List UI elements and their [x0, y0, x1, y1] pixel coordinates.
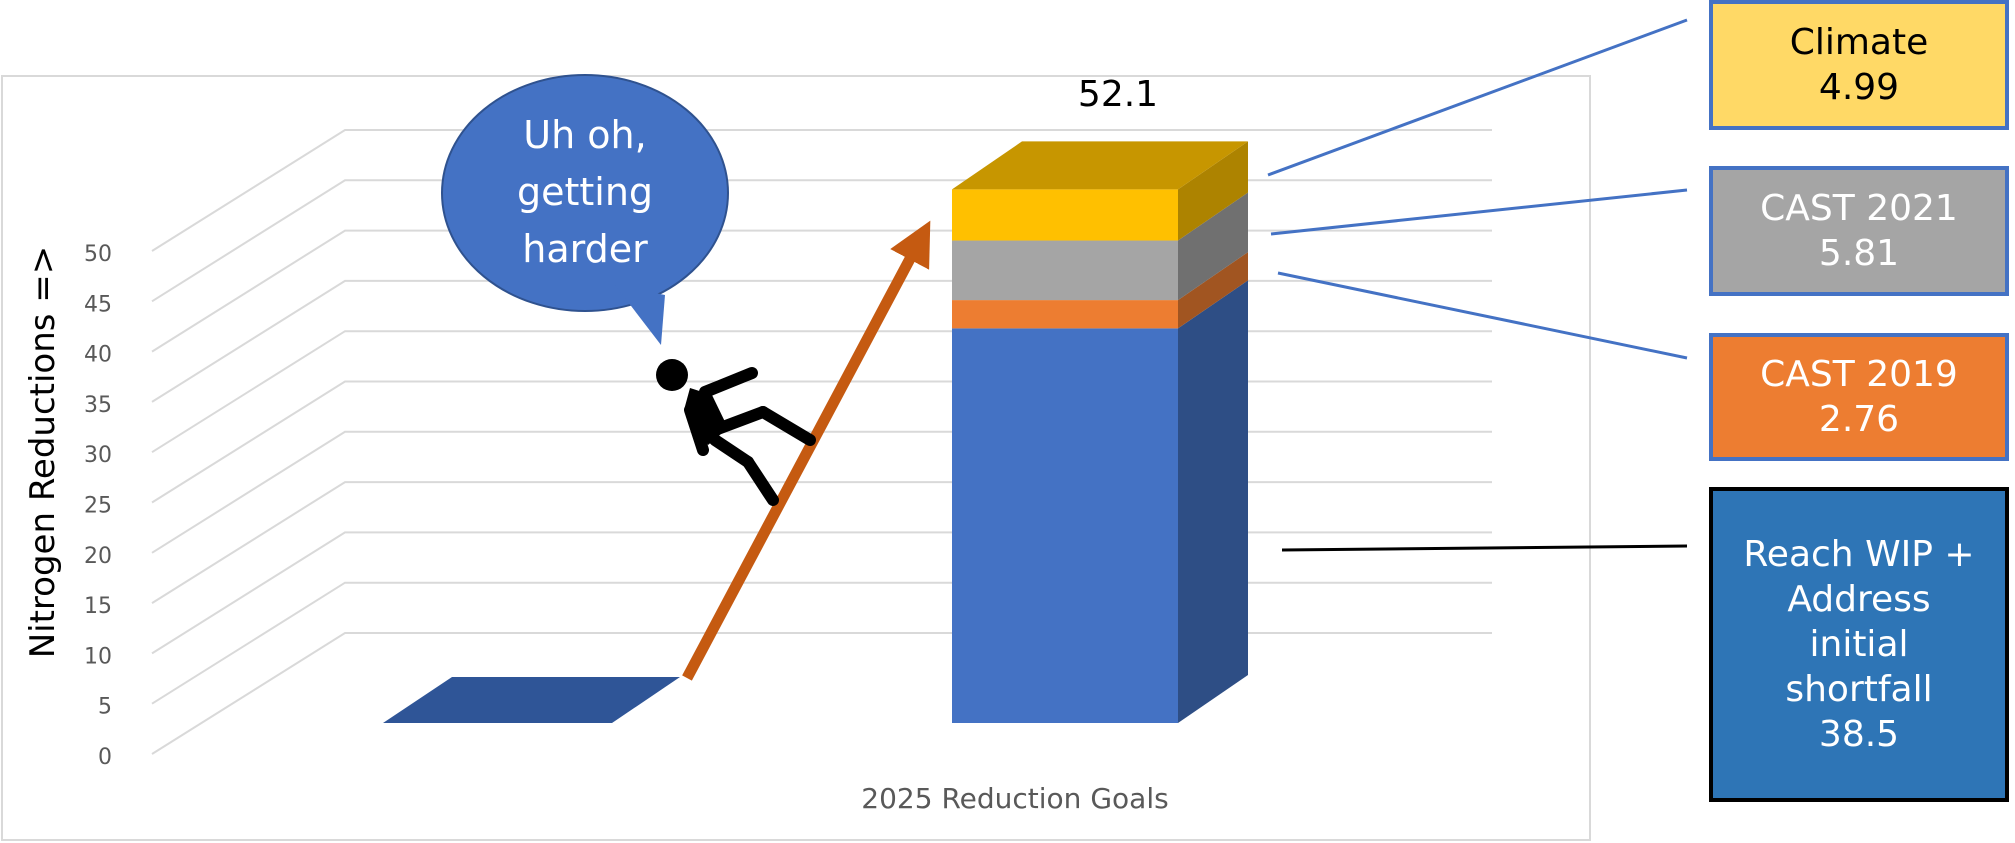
y-tick-label-45: 45	[84, 292, 112, 317]
stacked-bar	[952, 141, 1248, 723]
uphill-arrow	[682, 220, 931, 681]
legend-cast2021-value: 5.81	[1818, 233, 1900, 274]
bar-top-climate	[952, 141, 1248, 190]
bar-side-cast-2019	[1178, 252, 1248, 329]
y-tick-label-0: 0	[98, 745, 112, 770]
speech-bubble-line-2: getting	[517, 170, 653, 214]
legend-box-cast2021: CAST 2021 5.81	[1709, 166, 2009, 296]
baseline-floor	[383, 677, 680, 723]
legend-box-cast2019: CAST 2019 2.76	[1709, 333, 2009, 461]
bar-segment-reach-wip-address-initial-shortfall	[952, 328, 1178, 723]
falling-person-icon	[656, 359, 816, 506]
speech-bubble-line-3: harder	[522, 227, 648, 271]
y-tick-label-10: 10	[84, 644, 112, 669]
y-axis-label: Nitrogen Reductions =>	[23, 246, 63, 659]
legend-wip-line-1: Reach WIP +	[1743, 534, 1975, 575]
bar-side-reach-wip-address-initial-shortfall	[1178, 280, 1248, 723]
speech-bubble-line-1: Uh oh,	[523, 113, 646, 157]
y-tick-label-15: 15	[84, 594, 112, 619]
total-data-label: 52.1	[1078, 74, 1158, 115]
leader-line-cast2021	[1270, 188, 1688, 236]
legend-box-wip: Reach WIP + Address initial shortfall 38…	[1709, 487, 2009, 802]
leader-line-climate	[1267, 18, 1688, 177]
y-tick-label-20: 20	[84, 544, 112, 569]
y-axis-ticks: 0 5 10 15 20 25 30 35 40 45 50	[84, 242, 112, 770]
y-tick-label-50: 50	[84, 242, 112, 267]
bar-segment-cast-2021	[952, 240, 1178, 301]
y-tick-label-35: 35	[84, 393, 112, 418]
legend-wip-line-3: initial	[1809, 624, 1909, 665]
y-tick-label-30: 30	[84, 443, 112, 468]
y-tick-label-5: 5	[98, 695, 112, 720]
legend-cast2019-value: 2.76	[1818, 399, 1900, 440]
speech-bubble: Uh oh, getting harder	[441, 74, 729, 345]
y-tick-label-40: 40	[84, 343, 112, 368]
legend-wip-line-2: Address	[1787, 579, 1931, 620]
legend-box-climate: Climate 4.99	[1709, 0, 2009, 130]
gridline-50	[151, 129, 1492, 252]
speech-bubble-body	[441, 74, 729, 312]
chart-area	[1, 75, 1591, 841]
bar-segment-cast-2019	[952, 300, 1178, 329]
speech-bubble-tail	[615, 285, 665, 345]
legend-wip-value: 38.5	[1818, 714, 1900, 755]
y-tick-label-25: 25	[84, 494, 112, 519]
legend-climate-label: Climate	[1789, 22, 1929, 63]
bar-side-cast-2021	[1178, 192, 1248, 301]
leader-line-wip	[1281, 544, 1688, 552]
bar-segment-climate	[952, 189, 1178, 241]
legend-cast2019-label: CAST 2019	[1760, 354, 1958, 395]
leader-line-cast2019	[1277, 271, 1688, 360]
legend-climate-value: 4.99	[1818, 67, 1900, 108]
legend-cast2021-label: CAST 2021	[1760, 188, 1958, 229]
legend-wip-line-4: shortfall	[1785, 669, 1933, 710]
x-axis-label: 2025 Reduction Goals	[861, 782, 1168, 815]
empty-category-floor	[383, 677, 680, 723]
bar-side-climate	[1178, 141, 1248, 241]
